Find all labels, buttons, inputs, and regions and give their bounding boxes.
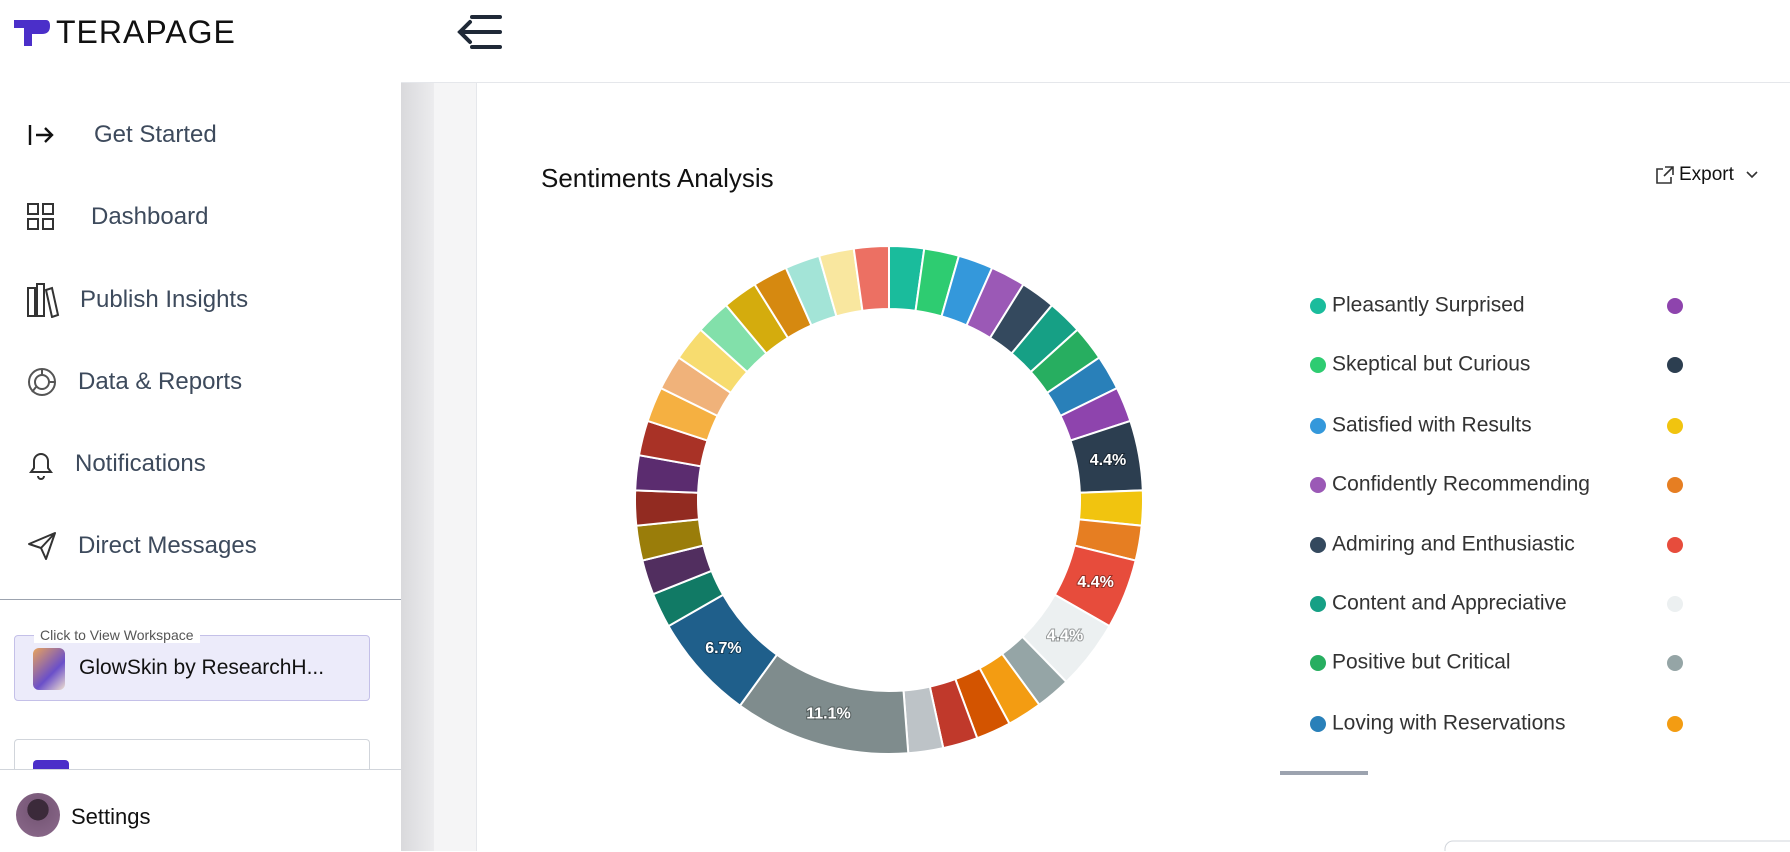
legend-swatch [1667,655,1683,671]
workspace-image [33,648,65,690]
legend-swatch [1310,298,1326,314]
settings-bar[interactable]: Settings [0,769,401,852]
logo-icon [14,20,50,46]
workspace-hint: Click to View Workspace [34,627,200,643]
data-label: 4.4% [1047,627,1083,644]
legend-swatch [1667,418,1683,434]
nav-label: Dashboard [91,203,209,230]
gutter [434,83,477,851]
legend-swatch [1310,537,1326,553]
logo-text: TERAPAGE [56,14,236,50]
nav-label: Get Started [94,121,217,148]
legend-label: Skeptical but Curious [1332,353,1530,376]
nav-icon [28,125,54,145]
workspace-box[interactable]: GlowSkin by ResearchH... [14,635,370,701]
workspace-name: GlowSkin by ResearchH... [79,656,325,679]
legend-swatch [1310,716,1326,732]
legend-swatch [1310,357,1326,373]
legend-swatch [1667,596,1683,612]
sidebar: Get Started Dashboard Publish Insights D… [0,82,401,852]
nav-item[interactable]: Publish Insights [0,275,401,325]
divider [0,599,401,600]
legend-label: Loving with Reservations [1332,712,1565,735]
legend-swatch [1667,537,1683,553]
nav-label: Data & Reports [78,368,243,395]
settings-label: Settings [71,804,151,829]
legend-swatch [1310,477,1326,493]
nav-item[interactable]: Data & Reports [0,357,401,407]
nav-item[interactable]: Dashboard [0,192,401,242]
legend-label: Content and Appreciative [1332,592,1567,615]
header-border [401,82,1790,83]
panel-edge [1444,840,1790,851]
legend-label: Admiring and Enthusiastic [1332,533,1575,556]
data-label: 11.1% [806,705,850,722]
nav-label: Notifications [75,450,206,477]
legend-swatch [1667,477,1683,493]
export-button[interactable]: Export [1656,164,1758,185]
data-label: 6.7% [705,640,741,657]
legend-swatch [1667,357,1683,373]
legend-label: Pleasantly Surprised [1332,294,1525,317]
sidebar-shadow [401,83,434,851]
slice [852,244,890,312]
export-label: Export [1679,164,1735,185]
data-label: 4.4% [1077,574,1113,591]
nav-icon [28,368,56,396]
slice [634,489,701,527]
legend-swatch [1667,298,1683,314]
avatar [16,793,60,837]
chart-title: Sentiments Analysis [541,163,774,193]
nav-icon [27,203,54,230]
legend-swatch [1310,596,1326,612]
data-label: 4.4% [1090,452,1126,469]
legend-label: Confidently Recommending [1332,473,1590,496]
nav-icon [27,283,60,318]
legend-label: Positive but Critical [1332,651,1511,674]
menu-toggle[interactable] [456,14,502,50]
nav-item[interactable]: Direct Messages [0,521,401,571]
chart: Sentiments Analysis Export 4.4% 4.4% 4.4% 1… [541,163,1790,851]
header: TERAPAGE [0,0,1790,83]
nav-label: Direct Messages [78,532,257,559]
nav-label: Publish Insights [80,286,249,313]
nav-icon [29,453,53,480]
legend-swatch [1667,716,1683,732]
legend-swatch [1310,418,1326,434]
legend-swatch [1310,655,1326,671]
nav-item[interactable]: Notifications [0,439,401,489]
legend-label: Satisfied with Results [1332,414,1532,437]
nav-item[interactable]: Get Started [0,110,401,160]
nav-icon [28,532,56,560]
